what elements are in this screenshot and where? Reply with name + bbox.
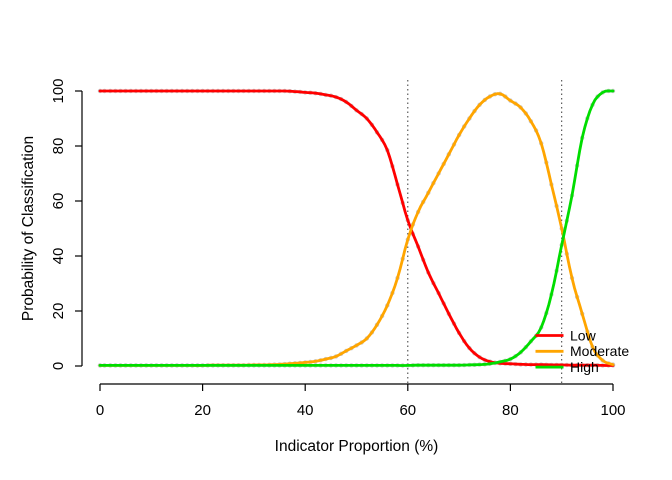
legend-label-high: High <box>570 359 599 375</box>
x-tick-label: 80 <box>502 402 519 419</box>
series-line-moderate <box>98 92 615 367</box>
series-line-low <box>98 89 615 367</box>
threshold-vlines <box>407 80 563 384</box>
series-lines <box>98 89 615 367</box>
x-tick-label: 60 <box>399 402 416 419</box>
legend-label-moderate: Moderate <box>570 343 629 359</box>
legend-label-low: Low <box>570 327 597 343</box>
y-tick-label: 40 <box>50 248 67 265</box>
y-tick-label: 100 <box>50 78 67 103</box>
series-line-high <box>98 89 615 367</box>
axes: 0 20 40 60 80 100 0 20 40 60 80 100 <box>50 78 626 419</box>
y-tick-label: 80 <box>50 138 67 155</box>
x-tick-label: 40 <box>297 402 314 419</box>
y-tick-label: 60 <box>50 193 67 210</box>
x-tick-label: 20 <box>194 402 211 419</box>
y-tick-label: 20 <box>50 303 67 320</box>
x-tick-label: 0 <box>96 402 104 419</box>
x-tick-label: 100 <box>600 402 625 419</box>
y-axis-label: Probability of Classification <box>20 136 37 321</box>
y-tick-label: 0 <box>50 362 67 370</box>
x-axis-label: Indicator Proportion (%) <box>275 438 439 455</box>
